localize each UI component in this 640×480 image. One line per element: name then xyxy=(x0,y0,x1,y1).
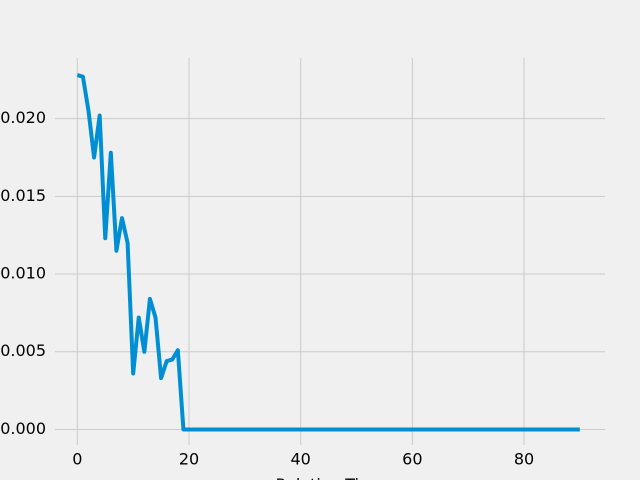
y-tick-label: 0.000 xyxy=(0,419,46,438)
x-tick-label: 80 xyxy=(514,450,534,469)
x-axis-label: Relative Time xyxy=(276,475,385,480)
y-tick-label: 0.020 xyxy=(0,108,46,127)
x-tick-label: 40 xyxy=(291,450,311,469)
line xyxy=(76,73,580,432)
y-tick-label: 0.010 xyxy=(0,264,46,283)
x-tick-label: 0 xyxy=(72,450,82,469)
y-tick-label: 0.015 xyxy=(0,186,46,205)
y-tick-label: 0.005 xyxy=(0,341,46,360)
x-tick-label: 60 xyxy=(402,450,422,469)
x-tick-label: 20 xyxy=(179,450,199,469)
